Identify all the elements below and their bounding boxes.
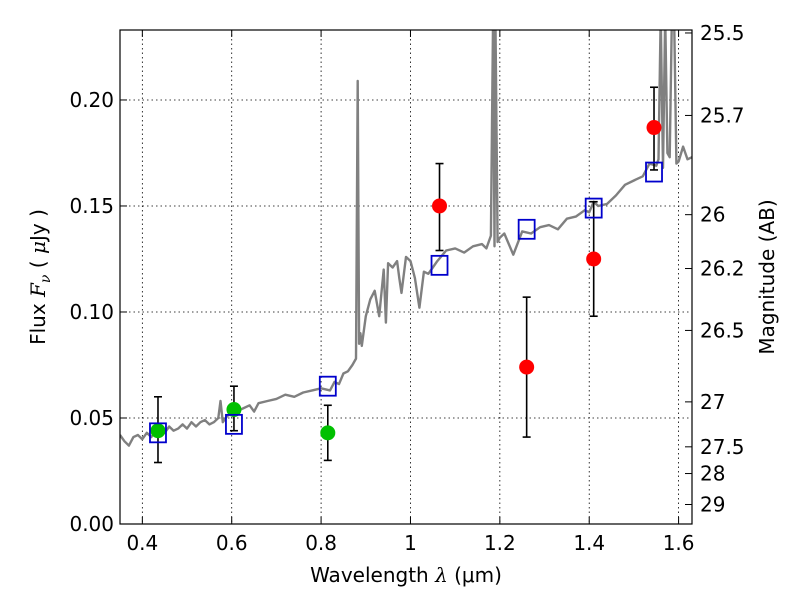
y2-tick-label: 27 bbox=[700, 390, 725, 414]
model-photometry-square bbox=[430, 254, 449, 276]
model-spectrum-line bbox=[120, 30, 692, 447]
gridlines bbox=[120, 30, 692, 525]
y-tick-label: 0.20 bbox=[69, 88, 114, 112]
model-photometry-square bbox=[225, 413, 243, 435]
model-photometry-square bbox=[318, 375, 337, 397]
x-tick-label: 1.2 bbox=[484, 531, 516, 555]
y2-tick-label: 29 bbox=[700, 492, 725, 516]
ticks-layer: 0.4 0.6 0.8 1 1.2 1.4 1.6 0.00 0.05 0.10 0.15 0.20 2… bbox=[69, 21, 744, 555]
y2-axis-label: Magnitude (AB) bbox=[755, 199, 779, 354]
model-photometry-square bbox=[149, 422, 167, 444]
data-point-ff0000 bbox=[432, 198, 448, 214]
y-tick-label: 0.15 bbox=[69, 194, 114, 218]
y2-tick-label: 25.7 bbox=[700, 103, 745, 127]
data-point-00c000 bbox=[226, 402, 242, 418]
y2-tick-label: 28 bbox=[700, 462, 725, 486]
data-point-ff0000 bbox=[519, 359, 535, 375]
data-point-ff0000 bbox=[646, 120, 662, 136]
model-spectrum-layer bbox=[120, 30, 692, 447]
y2-tick-label: 26.5 bbox=[700, 318, 745, 342]
x-tick-label: 1.4 bbox=[573, 531, 605, 555]
x-tick-label: 0.6 bbox=[216, 531, 248, 555]
data-point-00c000 bbox=[150, 423, 166, 439]
x-tick-label: 1.6 bbox=[663, 531, 695, 555]
model-photometry-square bbox=[517, 218, 536, 240]
y-axis-label: Flux Fν ( μJy ) bbox=[26, 209, 54, 345]
y-tick-label: 0.00 bbox=[69, 512, 114, 536]
y-tick-label: 0.05 bbox=[69, 406, 114, 430]
y2-tick-label: 27.5 bbox=[700, 435, 745, 459]
data-point-00c000 bbox=[320, 425, 336, 441]
x-tick-label: 0.4 bbox=[126, 531, 158, 555]
plot-frame bbox=[119, 29, 693, 525]
data-point-ff0000 bbox=[586, 251, 602, 267]
y2-tick-label: 26 bbox=[700, 203, 725, 227]
x-tick-label: 0.8 bbox=[305, 531, 337, 555]
x-tick-label: 1 bbox=[404, 531, 417, 555]
y2-tick-label: 26.2 bbox=[700, 257, 745, 281]
model-photometry-square bbox=[645, 161, 663, 183]
y2-tick-label: 25.5 bbox=[700, 21, 745, 45]
markers-layer bbox=[149, 120, 663, 444]
model-photometry-square bbox=[584, 197, 603, 219]
x-axis-label: Wavelength λ (μm) bbox=[310, 563, 502, 587]
y-tick-label: 0.10 bbox=[69, 300, 114, 324]
